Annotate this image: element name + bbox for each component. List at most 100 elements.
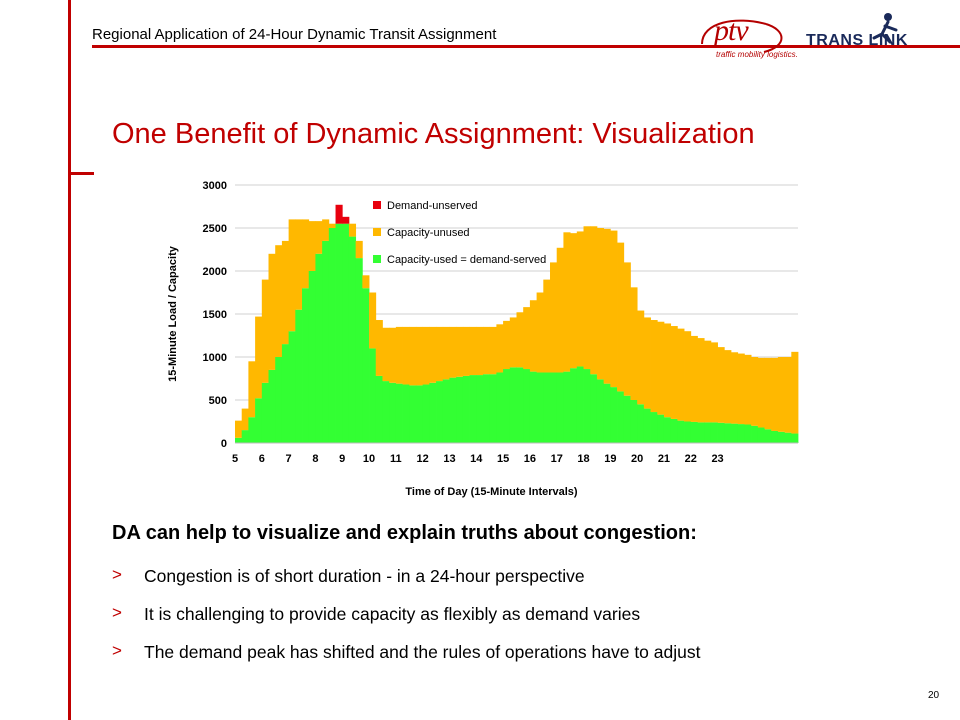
bar-segment — [610, 387, 618, 443]
bar-segment — [650, 412, 658, 443]
bar-segment — [342, 223, 350, 443]
bar-segment — [617, 242, 625, 392]
x-tick-label: 23 — [711, 453, 723, 465]
bar-segment — [516, 312, 524, 368]
x-tick-label: 17 — [551, 453, 563, 465]
bar-segment — [235, 420, 243, 438]
bar-segment — [456, 376, 464, 443]
bar-segment — [576, 366, 584, 443]
x-tick-label: 16 — [524, 453, 536, 465]
bar-segment — [436, 381, 444, 443]
bar-segment — [764, 357, 772, 430]
bar-segment — [241, 408, 249, 431]
bar-segment — [456, 326, 464, 377]
bar-segment — [422, 384, 430, 443]
bar-segment — [757, 427, 765, 443]
bar-segment — [462, 326, 470, 376]
bar-segment — [509, 317, 517, 368]
x-tick-label: 8 — [312, 453, 318, 465]
bar-segment — [603, 228, 611, 384]
y-tick-label: 2500 — [203, 223, 227, 235]
bar-segment — [684, 331, 692, 422]
bullet-text: The demand peak has shifted and the rule… — [144, 642, 701, 662]
bar-segment — [395, 383, 403, 443]
x-tick-label: 14 — [470, 453, 483, 465]
bar-segment — [261, 382, 269, 443]
bar-segment — [268, 369, 276, 443]
bar-segment — [724, 350, 732, 424]
bar-segment — [791, 351, 799, 434]
translink-logo: TRANS LINK — [806, 13, 926, 56]
bar-segment — [295, 309, 303, 443]
bar-segment — [630, 287, 638, 400]
bar-segment — [429, 382, 437, 443]
bar-segment — [288, 219, 296, 332]
bar-segment — [771, 357, 779, 431]
bar-segment — [281, 344, 290, 443]
bar-segment — [503, 369, 511, 443]
x-tick-label: 22 — [685, 453, 697, 465]
bar-segment — [704, 340, 712, 423]
bar-segment — [335, 223, 343, 443]
bar-segment — [663, 417, 672, 443]
bar-segment — [777, 357, 785, 432]
bar-segment — [322, 219, 330, 241]
x-tick-label: 7 — [286, 453, 292, 465]
bar-segment — [308, 271, 316, 443]
bullet-item: > The demand peak has shifted and the rul… — [112, 641, 701, 680]
bar-segment — [389, 382, 397, 443]
headline: DA can help to visualize and explain tru… — [112, 522, 697, 544]
bullet-list: > Congestion is of short duration - in a … — [112, 565, 701, 680]
bar-segment — [704, 422, 712, 443]
bar-segment — [509, 367, 517, 443]
x-tick-label: 12 — [417, 453, 429, 465]
bar-segment — [657, 414, 665, 443]
bar-segment — [630, 400, 638, 443]
bar-segment — [409, 385, 417, 443]
bar-segment — [328, 228, 336, 443]
bar-segment — [556, 372, 564, 443]
bar-segment — [596, 228, 605, 380]
bar-segment — [771, 430, 779, 443]
bar-segment — [469, 375, 477, 443]
bar-segment — [281, 240, 290, 345]
bar-segment — [657, 321, 665, 415]
bar-segment — [335, 204, 343, 224]
x-tick-label: 6 — [259, 453, 265, 465]
bar-segment — [355, 240, 363, 259]
bar-segment — [590, 374, 598, 443]
x-tick-label: 9 — [339, 453, 345, 465]
bar-segment — [476, 326, 484, 376]
bar-segment — [369, 348, 377, 443]
bar-segment — [670, 326, 678, 419]
x-tick-label: 18 — [577, 453, 589, 465]
bar-segment — [623, 262, 631, 396]
bar-segment — [744, 354, 752, 425]
ptv-wordmark: ptv — [714, 14, 749, 47]
bar-segment — [476, 375, 484, 443]
bullet-arrow-icon: > — [112, 603, 122, 622]
bar-segment — [523, 369, 531, 443]
accent-tick-mark — [68, 172, 94, 175]
bar-segment — [482, 326, 491, 375]
bar-segment — [650, 320, 658, 413]
bar-segment — [389, 327, 397, 383]
bar-segment — [442, 326, 450, 380]
bar-segment — [550, 372, 558, 443]
bar-segment — [255, 316, 263, 399]
bar-segment — [302, 219, 310, 289]
bar-segment — [717, 347, 725, 423]
bar-segment — [529, 371, 537, 443]
bar-segment — [255, 398, 263, 443]
bar-segment — [637, 310, 645, 405]
bar-segment — [536, 372, 544, 443]
bar-segment — [261, 279, 269, 383]
x-tick-label: 11 — [390, 453, 402, 465]
bar-segment — [670, 418, 678, 443]
bar-segment — [570, 233, 578, 369]
bar-segment — [764, 429, 772, 443]
bar-segment — [690, 335, 698, 422]
bar-segment — [375, 320, 383, 376]
bar-segment — [302, 288, 310, 443]
bullet-item: > Congestion is of short duration - in a … — [112, 565, 700, 604]
